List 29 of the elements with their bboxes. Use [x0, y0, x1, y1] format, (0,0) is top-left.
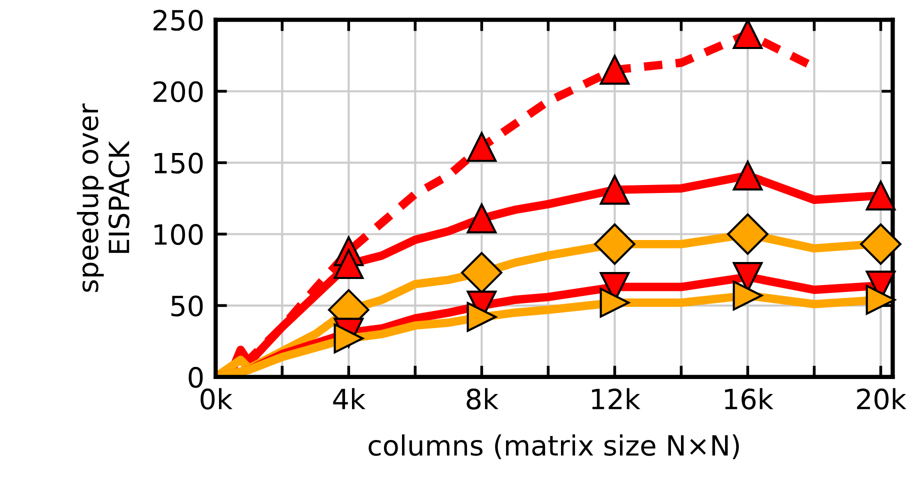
x-tick-label: 4k: [333, 388, 366, 410]
y-tick-label: 250: [154, 10, 203, 31]
y-tick-label: 50: [171, 295, 203, 316]
x-axis-title: columns (matrix size N×N): [368, 434, 739, 460]
y-tick-label: 0: [188, 366, 203, 388]
point: [466, 203, 497, 234]
point: [594, 223, 636, 265]
point: [866, 180, 896, 210]
point: [600, 54, 630, 85]
point: [600, 174, 630, 205]
x-tick-label: 16k: [725, 388, 774, 410]
y-tick-label: 150: [154, 152, 203, 174]
point: [334, 249, 364, 280]
y-tick-label: 200: [154, 81, 203, 102]
y-axis-title: speedup over EISPACK: [76, 103, 130, 292]
point: [732, 280, 763, 310]
x-tick-label: 20k: [857, 388, 906, 410]
point: [466, 132, 497, 162]
point: [860, 223, 902, 265]
point: [334, 323, 364, 354]
point: [727, 213, 768, 255]
x-tick-label: 8k: [466, 388, 498, 410]
x-tick-label: 12k: [592, 388, 640, 410]
point: [866, 284, 896, 315]
y-tick-label: 100: [154, 224, 203, 246]
x-tick-label: 0k: [200, 388, 232, 410]
point: [732, 160, 763, 190]
point: [600, 288, 630, 318]
point: [466, 302, 497, 332]
